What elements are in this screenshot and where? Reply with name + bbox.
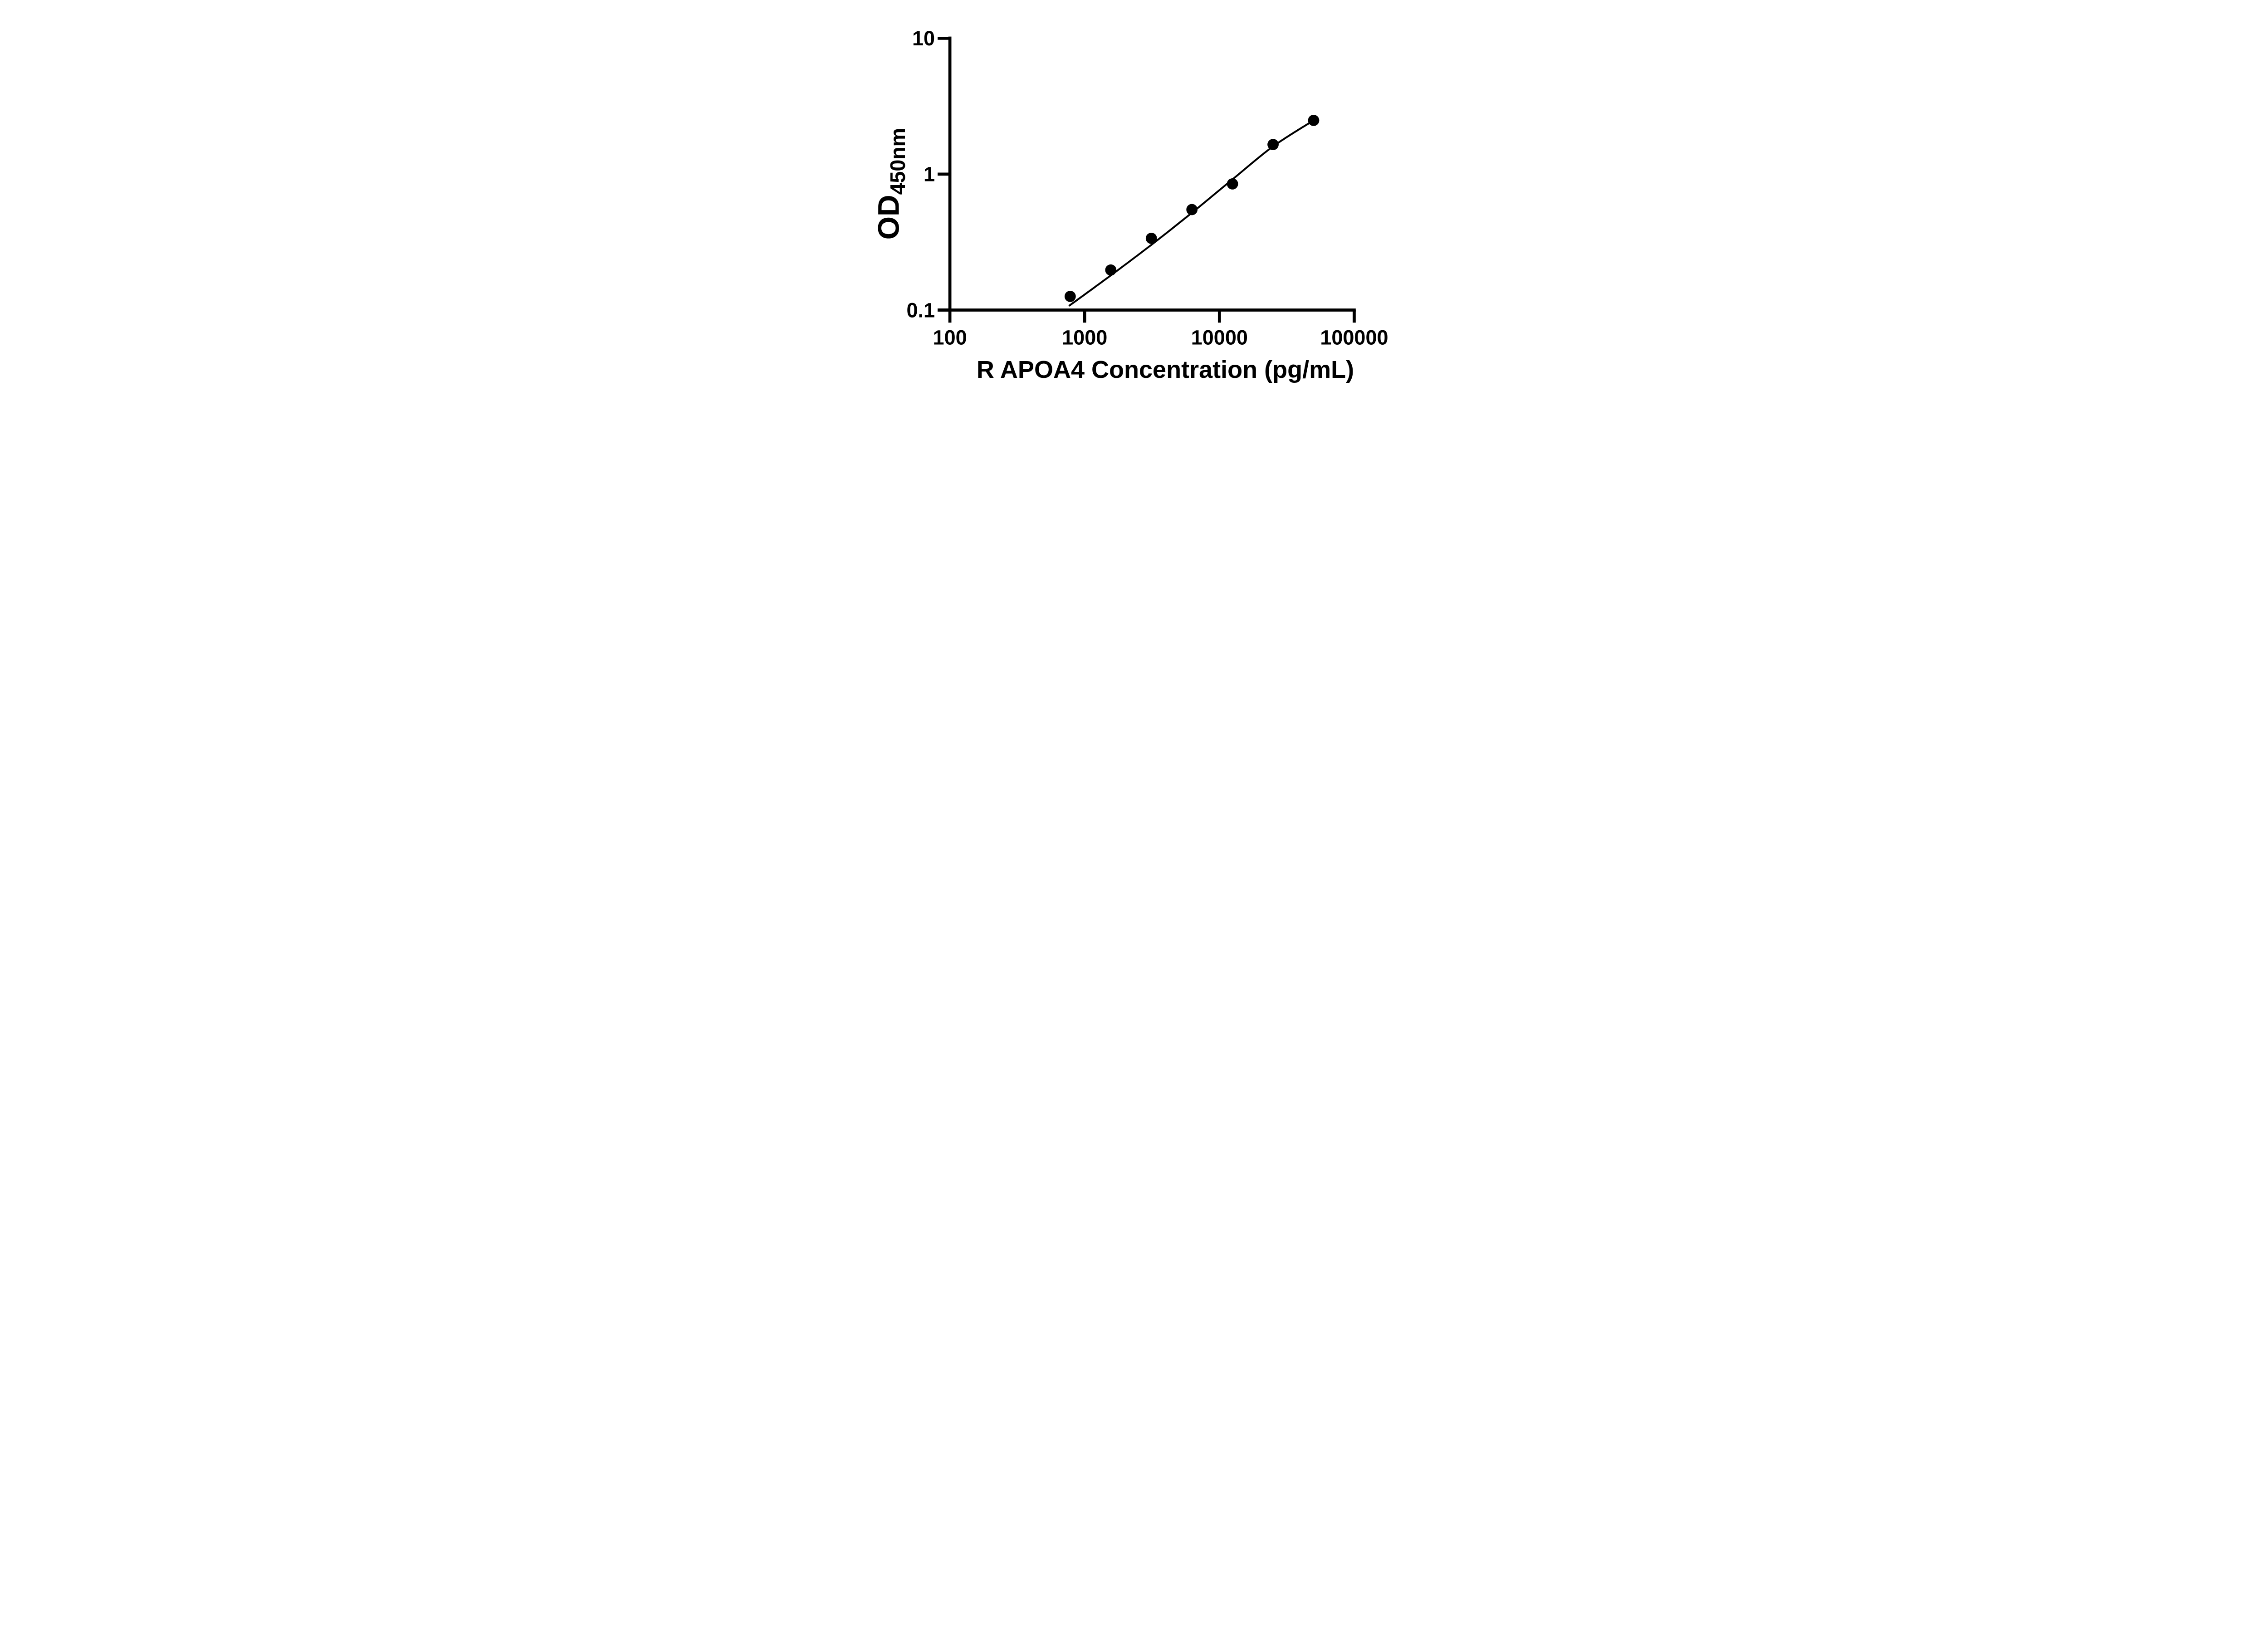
- data-point: [1267, 139, 1279, 150]
- y-tick-label: 1: [924, 163, 935, 186]
- y-tick-label: 10: [912, 27, 935, 50]
- y-axis-title-main: OD: [872, 195, 905, 240]
- axes: [938, 36, 1356, 312]
- data-point: [1186, 204, 1198, 215]
- y-axis-title-sub: 450nm: [886, 128, 909, 195]
- data-point: [1064, 291, 1076, 302]
- data-point: [1145, 233, 1157, 244]
- x-axis-title: R APOA4 Concentration (pg/mL): [977, 356, 1354, 383]
- data-point: [1105, 264, 1117, 276]
- elisa-standard-curve-figure: 100 1000 10000 100000 10 1 0.1 R APOA4 Concent…: [848, 0, 1420, 409]
- data-points-group: [1064, 114, 1320, 302]
- data-point: [1227, 178, 1238, 190]
- x-tick-label: 100: [933, 326, 967, 349]
- y-axis-title: OD450nm: [872, 128, 910, 240]
- x-tick-label: 10000: [1191, 326, 1248, 349]
- elisa-standard-curve-chart: 100 1000 10000 100000 10 1 0.1 R APOA4 Concent…: [872, 27, 1388, 383]
- axis-tick-labels: 100 1000 10000 100000 10 1 0.1: [907, 27, 1388, 349]
- axis-ticks: [938, 36, 1356, 323]
- x-tick-label: 100000: [1320, 326, 1388, 349]
- x-tick-label: 1000: [1062, 326, 1107, 349]
- data-point: [1308, 114, 1320, 126]
- y-tick-label: 0.1: [907, 298, 935, 322]
